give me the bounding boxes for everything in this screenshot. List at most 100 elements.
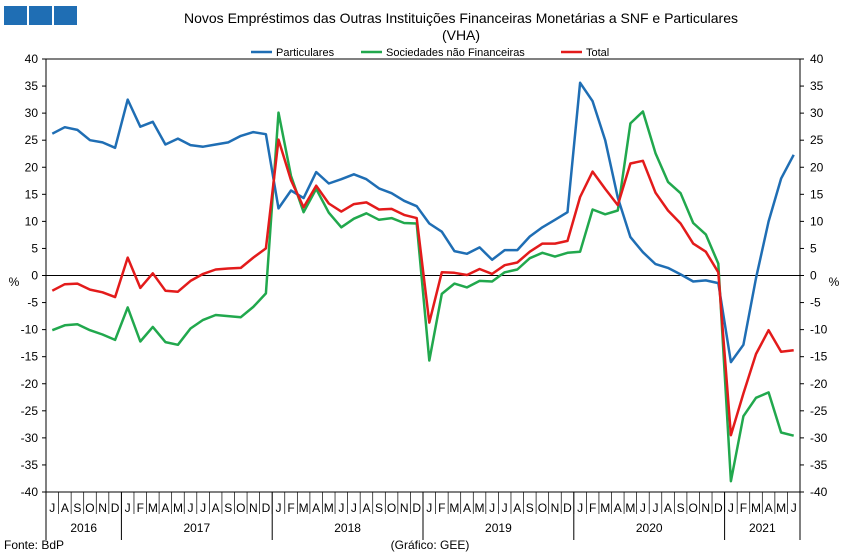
y-axis-label-left: % bbox=[9, 275, 20, 289]
x-month-label: M bbox=[776, 501, 786, 515]
y-tick-label-left: -35 bbox=[21, 458, 39, 472]
y-tick-label-left: 25 bbox=[25, 133, 39, 147]
y-tick-label-left: -40 bbox=[21, 485, 39, 499]
x-month-label: J bbox=[640, 501, 646, 515]
footer-source: Fonte: BdP bbox=[4, 538, 64, 552]
x-month-label: M bbox=[449, 501, 459, 515]
x-month-label: M bbox=[324, 501, 334, 515]
x-month-label: A bbox=[362, 501, 370, 515]
y-tick-label-left: -30 bbox=[21, 431, 39, 445]
x-month-label: O bbox=[236, 501, 245, 515]
x-month-label: J bbox=[275, 501, 281, 515]
x-month-label: N bbox=[701, 501, 710, 515]
x-month-label: J bbox=[125, 501, 131, 515]
y-tick-label-left: -20 bbox=[21, 377, 39, 391]
x-month-label: D bbox=[563, 501, 572, 515]
y-tick-label-right: 10 bbox=[810, 214, 824, 228]
y-tick-label-right: 30 bbox=[810, 106, 824, 120]
legend-label-snf: Sociedades não Financeiras bbox=[386, 47, 525, 59]
x-month-label: F bbox=[589, 501, 596, 515]
logo-square bbox=[54, 6, 77, 25]
y-tick-label-right: 40 bbox=[810, 52, 824, 66]
x-year-label: 2017 bbox=[183, 521, 210, 535]
y-axis-ticks: 40 40 35 35 30 30 25 25 20 20 15 15 10 10 5 5 0 0 -5 -5 -10 -… bbox=[21, 52, 828, 499]
x-month-label: J bbox=[351, 501, 357, 515]
y-tick-label-right: -15 bbox=[810, 350, 828, 364]
x-month-label: A bbox=[463, 501, 471, 515]
chart-title: Novos Empréstimos das Outras Instituiçõe… bbox=[184, 10, 738, 26]
x-month-label: M bbox=[751, 501, 761, 515]
x-month-label: F bbox=[740, 501, 747, 515]
x-month-label: J bbox=[426, 501, 432, 515]
x-month-label: J bbox=[577, 501, 583, 515]
chart-subtitle: (VHA) bbox=[442, 27, 480, 43]
y-tick-label-right: 15 bbox=[810, 187, 824, 201]
x-month-label: J bbox=[728, 501, 734, 515]
series-line-particulares bbox=[51, 81, 795, 364]
y-axis-label-right: % bbox=[829, 275, 840, 289]
x-month-label: F bbox=[438, 501, 445, 515]
y-tick-label-right: -35 bbox=[810, 458, 828, 472]
x-month-label: S bbox=[526, 501, 534, 515]
x-year-label: 2019 bbox=[485, 521, 512, 535]
y-tick-label-left: -15 bbox=[21, 350, 39, 364]
x-month-label: J bbox=[49, 501, 55, 515]
logo-square bbox=[4, 6, 27, 25]
y-tick-label-right: -10 bbox=[810, 323, 828, 337]
x-month-label: D bbox=[714, 501, 723, 515]
x-month-label: M bbox=[173, 501, 183, 515]
y-tick-label-left: 10 bbox=[25, 214, 39, 228]
y-tick-label-right: 25 bbox=[810, 133, 824, 147]
x-month-label: N bbox=[400, 501, 409, 515]
y-tick-label-right: 0 bbox=[810, 269, 817, 283]
x-month-label: J bbox=[188, 501, 194, 515]
x-month-label: O bbox=[538, 501, 547, 515]
y-tick-label-right: -30 bbox=[810, 431, 828, 445]
x-month-label: J bbox=[502, 501, 508, 515]
x-month-label: J bbox=[200, 501, 206, 515]
x-month-label: A bbox=[664, 501, 672, 515]
y-tick-label-right: 5 bbox=[810, 241, 817, 255]
y-tick-label-right: -25 bbox=[810, 404, 828, 418]
footer-credit: (Gráfico: GEE) bbox=[391, 538, 470, 552]
x-month-label: S bbox=[375, 501, 383, 515]
x-month-label: O bbox=[85, 501, 94, 515]
legend-label-particulares: Particulares bbox=[276, 47, 335, 59]
y-tick-label-left: 20 bbox=[25, 160, 39, 174]
x-month-label: A bbox=[513, 501, 521, 515]
x-month-label: D bbox=[111, 501, 120, 515]
x-month-label: M bbox=[625, 501, 635, 515]
y-tick-label-left: -25 bbox=[21, 404, 39, 418]
x-month-label: J bbox=[791, 501, 797, 515]
x-month-label: F bbox=[137, 501, 144, 515]
y-tick-label-right: 20 bbox=[810, 160, 824, 174]
y-tick-label-left: 5 bbox=[31, 241, 38, 255]
x-month-label: D bbox=[412, 501, 421, 515]
y-tick-label-left: 15 bbox=[25, 187, 39, 201]
y-tick-label-right: -5 bbox=[810, 296, 821, 310]
legend-label-total: Total bbox=[586, 47, 609, 59]
x-month-label: A bbox=[765, 501, 773, 515]
x-month-label: A bbox=[212, 501, 220, 515]
series-layer bbox=[51, 81, 795, 483]
y-tick-label-right: -20 bbox=[810, 377, 828, 391]
series-line-snf bbox=[51, 110, 795, 483]
x-month-label: S bbox=[224, 501, 232, 515]
y-tick-label-left: -5 bbox=[27, 296, 38, 310]
x-month-label: O bbox=[689, 501, 698, 515]
x-month-label: D bbox=[262, 501, 271, 515]
y-tick-label-left: 0 bbox=[31, 269, 38, 283]
x-month-label: S bbox=[73, 501, 81, 515]
x-month-label: A bbox=[312, 501, 320, 515]
x-month-label: J bbox=[338, 501, 344, 515]
x-month-label: A bbox=[161, 501, 169, 515]
x-month-label: M bbox=[299, 501, 309, 515]
y-tick-label-left: 30 bbox=[25, 106, 39, 120]
x-year-label: 2016 bbox=[70, 521, 97, 535]
legend: Particulares Sociedades não Financeiras … bbox=[251, 47, 609, 59]
x-month-label: N bbox=[551, 501, 560, 515]
x-month-label: M bbox=[475, 501, 485, 515]
x-month-label: S bbox=[677, 501, 685, 515]
